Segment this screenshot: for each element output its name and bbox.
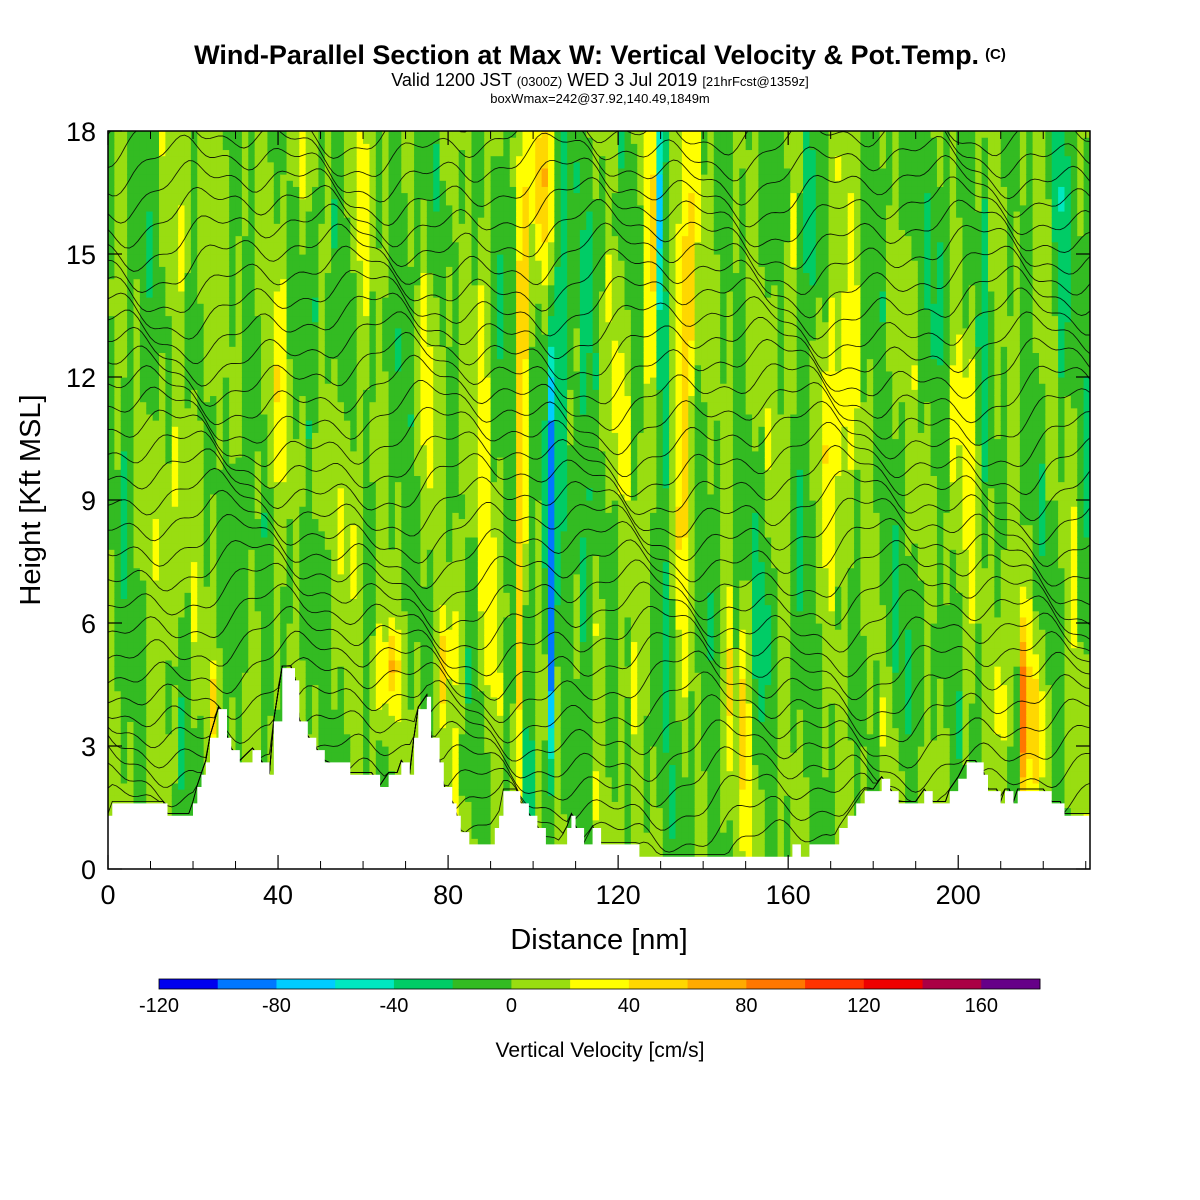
colorbar-swatch: [863, 979, 923, 989]
colorbar-swatch: [159, 979, 219, 989]
colorbar-tick-label: 120: [847, 995, 880, 1017]
y-tick-label: 9: [81, 486, 96, 516]
x-tick-label: 200: [936, 880, 981, 910]
colorbar-tick-label: 160: [965, 995, 998, 1017]
y-tick-label: 0: [81, 855, 96, 885]
x-axis-label: Distance [nm]: [510, 924, 687, 956]
colorbar-swatch: [393, 979, 454, 989]
y-tick-label: 6: [81, 609, 96, 639]
colorbar: -120 -80 -40 0 40 80 120 160: [139, 978, 1041, 1017]
colorbar-tick-label: 40: [618, 995, 640, 1017]
box-wmax-line: boxWmax=242@37.92,140.49,1849m: [490, 91, 710, 106]
colorbar-tick-label: -80: [262, 995, 291, 1017]
colorbar-swatch: [922, 979, 982, 989]
y-tick-label: 18: [66, 117, 96, 147]
colorbar-tick-label: 0: [506, 995, 517, 1017]
copyright-mark: (C): [985, 46, 1006, 63]
colorbar-swatch: [452, 979, 512, 989]
x-tick-label: 120: [596, 880, 641, 910]
theta-contours: [108, 131, 1090, 856]
colorbar-title: Vertical Velocity [cm/s]: [496, 1039, 705, 1062]
colorbar-swatch: [335, 979, 395, 989]
x-tick-label: 0: [100, 880, 115, 910]
x-tick-label: 160: [766, 880, 811, 910]
title-block: Wind-Parallel Section at Max W: Vertical…: [0, 40, 1200, 105]
valid-time-line: Valid 1200 JST (0300Z) WED 3 Jul 2019 [2…: [391, 70, 809, 90]
terrain: [108, 668, 1090, 869]
x-tick-label: 40: [263, 880, 293, 910]
colorbar-swatch: [981, 979, 1041, 989]
colorbar-swatch: [570, 979, 630, 989]
x-tick-label: 80: [433, 880, 463, 910]
y-tick-label: 12: [66, 363, 96, 393]
chart-title: Wind-Parallel Section at Max W: Vertical…: [194, 40, 1006, 70]
colorbar-tick-label: -40: [379, 995, 408, 1017]
y-tick-label: 3: [81, 732, 96, 762]
colorbar-tick-label: 80: [735, 995, 757, 1017]
y-axis-label: Height [Kft MSL]: [15, 394, 47, 605]
colorbar-tick-label: -120: [139, 995, 179, 1017]
colorbar-swatch: [628, 979, 688, 989]
colorbar-swatch: [746, 979, 806, 989]
colorbar-swatch: [805, 979, 865, 989]
colorbar-swatch: [276, 979, 336, 989]
colorbar-swatch: [511, 979, 571, 989]
y-tick-label: 15: [66, 240, 96, 270]
colorbar-swatch: [217, 979, 277, 989]
colorbar-swatch: [687, 979, 747, 989]
axis-ticks: 0 40 80 120 160 200 0 3 6 9 12 15 18: [66, 117, 1090, 910]
